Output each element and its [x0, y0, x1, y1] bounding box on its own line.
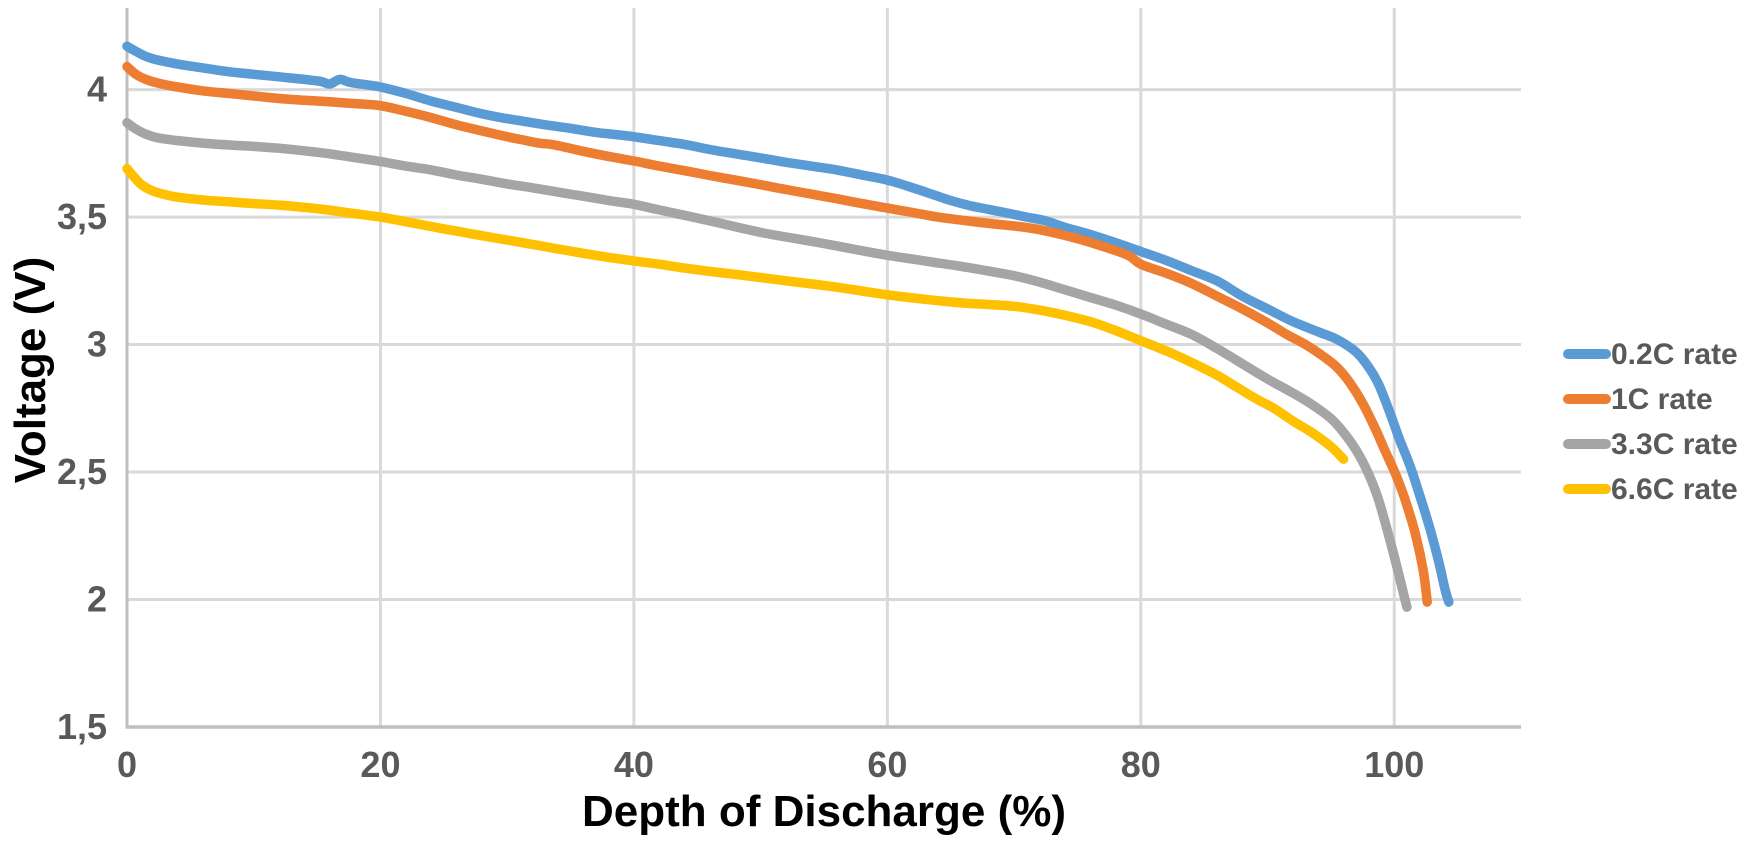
x-tick-label-20: 20 — [360, 744, 400, 785]
y-tick-label-1,5: 1,5 — [57, 706, 107, 747]
y-tick-label-3,5: 3,5 — [57, 196, 107, 237]
x-tick-label-60: 60 — [867, 744, 907, 785]
x-tick-label-80: 80 — [1121, 744, 1161, 785]
x-tick-label-40: 40 — [614, 744, 654, 785]
legend-item-3.3c-rate: 3.3C rate — [1563, 428, 1738, 461]
gridlines — [127, 8, 1521, 727]
legend-label: 1C rate — [1611, 383, 1713, 416]
legend: 0.2C rate 1C rate 3.3C rate 6.6C rate — [1563, 338, 1738, 506]
legend-item-1c-rate: 1C rate — [1563, 383, 1713, 416]
x-tick-label-100: 100 — [1364, 744, 1424, 785]
y-tick-label-2: 2 — [87, 579, 107, 620]
x-tick-label-0: 0 — [117, 744, 137, 785]
axes — [125, 8, 1521, 729]
y-tick-label-2,5: 2,5 — [57, 451, 107, 492]
series-line-1c-rate — [122, 61, 1432, 607]
y-tick-label-4: 4 — [87, 69, 107, 110]
tick-labels: 0 20 40 60 80 100 1,5 2 2,5 3 3,5 4 — [57, 69, 1424, 785]
legend-label: 0.2C rate — [1611, 338, 1738, 371]
y-axis-title: Voltage (V) — [6, 257, 55, 484]
legend-label: 3.3C rate — [1611, 428, 1738, 461]
x-axis-title: Depth of Discharge (%) — [582, 787, 1066, 836]
series-line-6.6c-rate — [122, 163, 1349, 465]
legend-item-0.2c-rate: 0.2C rate — [1563, 338, 1738, 371]
series-lines — [122, 41, 1454, 612]
legend-item-6.6c-rate: 6.6C rate — [1563, 473, 1738, 506]
y-tick-label-3: 3 — [87, 324, 107, 365]
series-line-3.3c-rate — [122, 117, 1412, 612]
legend-label: 6.6C rate — [1611, 473, 1738, 506]
series-line-0.2c-rate — [122, 41, 1454, 607]
